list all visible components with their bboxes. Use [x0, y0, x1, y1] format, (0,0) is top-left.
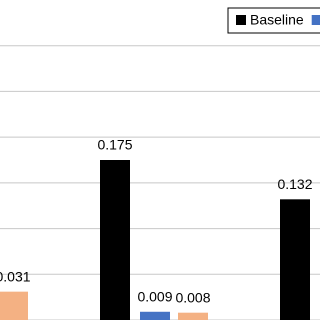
- legend-swatch: [311, 15, 320, 25]
- bar: [280, 199, 310, 320]
- value-label: 0.009: [137, 288, 172, 304]
- bar: [100, 160, 130, 320]
- value-label: 0.175: [97, 137, 132, 153]
- legend-swatch: [236, 15, 246, 25]
- value-label: 0.008: [175, 289, 210, 305]
- bar: [0, 291, 28, 320]
- legend-label: Baseline: [250, 12, 304, 28]
- value-label: 0.132: [277, 176, 312, 192]
- bar: [140, 311, 170, 320]
- bar: [178, 312, 208, 320]
- value-label: 0.031: [0, 268, 31, 284]
